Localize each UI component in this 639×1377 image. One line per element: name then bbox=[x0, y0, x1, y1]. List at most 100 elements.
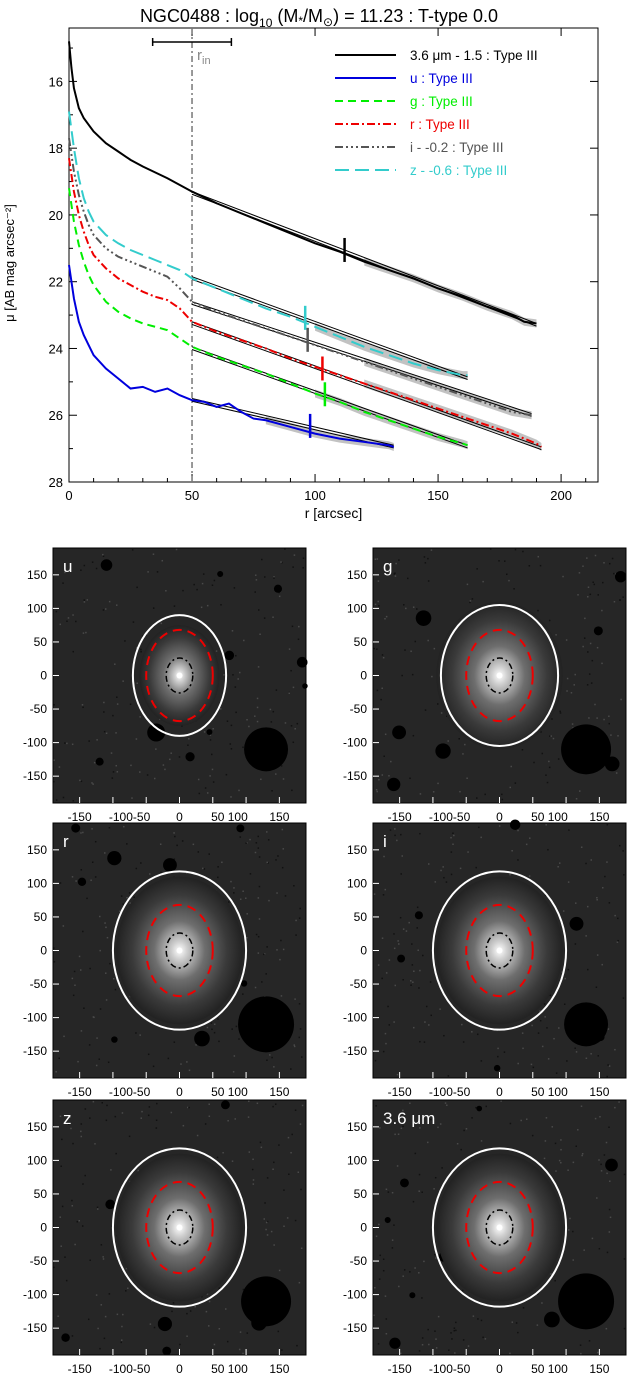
noise-speck bbox=[545, 774, 547, 776]
mask-blob-large bbox=[564, 1002, 609, 1047]
noise-speck bbox=[377, 580, 380, 582]
noise-speck bbox=[130, 764, 132, 767]
noise-speck bbox=[225, 773, 228, 776]
noise-speck bbox=[126, 843, 128, 845]
image-y-tick-label: -150 bbox=[23, 769, 47, 783]
noise-speck bbox=[429, 981, 432, 983]
mask-blob bbox=[296, 656, 308, 668]
noise-speck bbox=[592, 581, 594, 584]
noise-speck bbox=[95, 1064, 98, 1067]
noise-speck bbox=[569, 1217, 571, 1220]
mask-blob bbox=[157, 1316, 172, 1332]
noise-speck bbox=[78, 955, 81, 958]
noise-speck bbox=[521, 749, 524, 751]
noise-speck bbox=[389, 829, 392, 831]
noise-speck bbox=[235, 711, 237, 714]
legend-label-u: u : Type III bbox=[410, 71, 473, 86]
noise-speck bbox=[555, 1072, 558, 1074]
noise-speck bbox=[517, 1062, 519, 1065]
noise-speck bbox=[545, 1117, 548, 1119]
noise-speck bbox=[568, 829, 570, 831]
noise-speck bbox=[263, 1218, 265, 1220]
noise-speck bbox=[266, 946, 268, 948]
noise-speck bbox=[593, 583, 596, 586]
noise-speck bbox=[197, 851, 200, 853]
noise-speck bbox=[413, 970, 415, 972]
noise-speck bbox=[104, 1315, 107, 1318]
noise-speck bbox=[91, 828, 93, 830]
noise-speck bbox=[55, 799, 58, 801]
noise-speck bbox=[297, 638, 300, 641]
noise-speck bbox=[560, 1148, 562, 1151]
noise-speck bbox=[298, 625, 300, 628]
noise-speck bbox=[396, 1165, 399, 1167]
noise-speck bbox=[256, 706, 259, 709]
noise-speck bbox=[120, 1341, 123, 1344]
noise-speck bbox=[435, 1257, 437, 1259]
noise-speck bbox=[586, 905, 589, 908]
noise-speck bbox=[551, 718, 553, 720]
noise-speck bbox=[110, 752, 113, 754]
noise-speck bbox=[119, 910, 121, 912]
noise-speck bbox=[515, 1322, 518, 1324]
mask-blob bbox=[147, 723, 166, 742]
noise-speck bbox=[256, 697, 259, 700]
noise-speck bbox=[553, 1037, 555, 1040]
noise-speck bbox=[532, 1066, 535, 1069]
noise-speck bbox=[381, 977, 383, 980]
noise-speck bbox=[293, 1044, 296, 1046]
noise-speck bbox=[419, 1127, 421, 1129]
noise-speck bbox=[259, 1141, 262, 1144]
noise-speck bbox=[66, 620, 68, 622]
image-y-tick-label: -50 bbox=[350, 1254, 368, 1268]
noise-speck bbox=[72, 614, 74, 616]
noise-speck bbox=[578, 572, 581, 574]
noise-speck bbox=[293, 554, 296, 556]
noise-speck bbox=[435, 1338, 437, 1340]
noise-speck bbox=[151, 1300, 153, 1303]
noise-speck bbox=[418, 1272, 420, 1274]
noise-speck bbox=[202, 867, 204, 870]
noise-speck bbox=[454, 1352, 456, 1354]
profile-chart: NGC0488 : log10 (M*/M⊙) = 11.23 : T-type… bbox=[2, 6, 599, 521]
noise-speck bbox=[141, 1110, 143, 1113]
noise-speck bbox=[80, 780, 83, 783]
noise-speck bbox=[606, 861, 608, 863]
noise-speck bbox=[93, 1016, 95, 1019]
noise-speck bbox=[589, 593, 592, 596]
mask-blob bbox=[302, 683, 308, 689]
noise-speck bbox=[600, 1170, 603, 1172]
noise-speck bbox=[80, 869, 83, 871]
noise-speck bbox=[302, 557, 305, 559]
image-y-tick-label: 50 bbox=[34, 910, 48, 924]
noise-speck bbox=[525, 843, 528, 846]
noise-speck bbox=[246, 913, 248, 915]
image-x-tick-label: 0 bbox=[176, 1362, 183, 1376]
noise-speck bbox=[116, 696, 118, 698]
noise-speck bbox=[620, 698, 622, 701]
noise-speck bbox=[533, 761, 535, 764]
noise-speck bbox=[395, 562, 397, 565]
noise-speck bbox=[182, 1124, 185, 1127]
noise-speck bbox=[384, 1295, 387, 1297]
panel-label: 3.6 μm bbox=[383, 1109, 435, 1128]
noise-speck bbox=[97, 1327, 99, 1330]
mask-blob bbox=[414, 911, 423, 920]
noise-speck bbox=[204, 1123, 207, 1125]
mask-blob bbox=[194, 1030, 210, 1047]
noise-speck bbox=[411, 673, 414, 676]
image-y-tick-label: -150 bbox=[23, 1321, 47, 1335]
noise-speck bbox=[431, 675, 433, 678]
noise-speck bbox=[566, 1060, 568, 1062]
noise-speck bbox=[213, 579, 216, 582]
noise-speck bbox=[517, 859, 519, 861]
noise-speck bbox=[509, 1122, 512, 1125]
noise-speck bbox=[559, 710, 561, 713]
noise-speck bbox=[247, 1116, 250, 1118]
noise-speck bbox=[239, 898, 242, 900]
noise-speck bbox=[242, 993, 244, 995]
noise-speck bbox=[238, 789, 240, 792]
noise-speck bbox=[404, 649, 406, 651]
fit-line bbox=[191, 346, 468, 446]
noise-speck bbox=[394, 575, 397, 577]
